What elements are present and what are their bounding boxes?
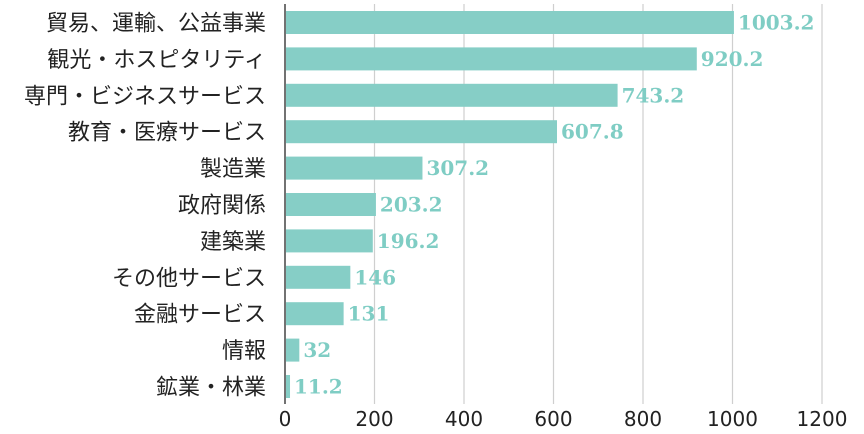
bar: [286, 229, 373, 253]
x-tick-label: 400: [445, 407, 483, 431]
bar: [286, 302, 344, 326]
x-tick-label: 0: [279, 407, 292, 431]
x-tick-label: 200: [355, 407, 393, 431]
data-label: 196.2: [377, 229, 440, 253]
data-label: 131: [348, 302, 390, 326]
category-label: 金融サービス: [134, 303, 266, 328]
bar: [286, 375, 291, 398]
bar: [286, 120, 557, 144]
x-tick-label: 800: [624, 407, 662, 431]
bars: [286, 11, 734, 398]
data-label: 1003.2: [738, 11, 815, 35]
data-label: 743.2: [622, 83, 685, 107]
category-label: 情報: [222, 339, 266, 364]
data-label: 607.8: [561, 120, 624, 144]
bar: [286, 338, 300, 362]
category-labels: 貿易、運輸、公益事業観光・ホスピタリティ専門・ビジネスサービス教育・医療サービス…: [24, 12, 266, 401]
x-tick-label: 600: [534, 407, 572, 431]
category-label: その他サービス: [112, 266, 266, 291]
bar: [286, 265, 351, 289]
grid-lines: [373, 4, 823, 404]
x-tick-label: 1000: [707, 407, 758, 431]
x-tick-labels: 0 200 400 600 800 1000 1200: [279, 407, 848, 431]
bar: [286, 11, 734, 34]
category-label: 建築業: [200, 230, 266, 255]
x-tick-label: 1200: [797, 407, 848, 431]
bar: [286, 193, 376, 216]
category-label: 専門・ビジネスサービス: [24, 84, 266, 109]
value-labels: 1003.2 920.2 743.2 607.8 307.2 203.2 196.2 146 1…: [294, 11, 814, 399]
bar: [286, 156, 423, 180]
category-label: 観光・ホスピタリティ: [47, 48, 266, 73]
bar: [286, 83, 618, 107]
data-label: 146: [354, 265, 396, 289]
category-label: 教育・医療サービス: [68, 121, 266, 146]
data-label: 203.2: [380, 193, 443, 217]
bar: [286, 47, 697, 71]
data-label: 11.2: [294, 375, 343, 399]
data-label: 32: [303, 338, 331, 362]
data-label: 920.2: [701, 47, 764, 71]
data-label: 307.2: [426, 156, 489, 180]
category-label: 鉱業・林業: [156, 376, 266, 401]
category-label: 貿易、運輸、公益事業: [46, 12, 266, 37]
category-label: 製造業: [200, 157, 266, 182]
category-label: 政府関係: [178, 194, 266, 219]
